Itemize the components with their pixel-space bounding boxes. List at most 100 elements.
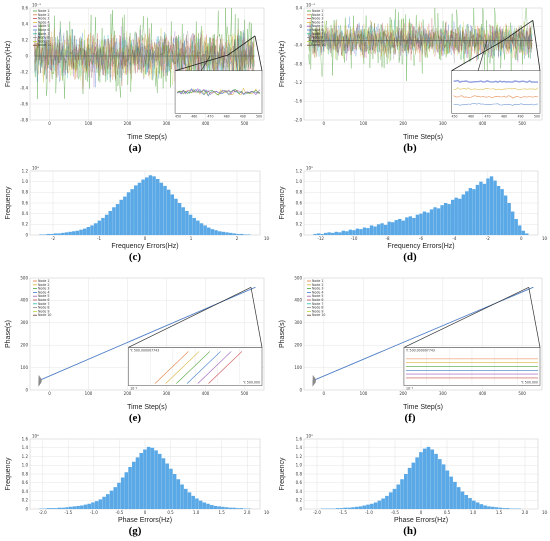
- histogram-bar: [113, 487, 118, 509]
- histogram-bar: [42, 234, 47, 235]
- legend-entry: Node 9: [312, 309, 323, 313]
- x-tick-label: 400: [202, 391, 210, 396]
- histogram-bar: [362, 227, 367, 235]
- y-tick-label: -0.4: [294, 43, 302, 48]
- inset-tick-label: 500: [534, 114, 540, 118]
- legend-entry: Node 10: [312, 313, 325, 317]
- panel-label-g: (g): [128, 525, 142, 537]
- x-scale-note: 10⁻³: [264, 236, 270, 241]
- x-tick-label: -12: [317, 236, 324, 241]
- y-tick-label: 0.4: [22, 21, 29, 26]
- x-tick-label: -8: [386, 236, 390, 241]
- histogram-bar: [369, 225, 374, 235]
- histogram-bar: [202, 502, 207, 509]
- y-tick-label: 100: [20, 365, 28, 370]
- histogram-bar: [341, 230, 345, 235]
- y-tick-label: -0.8: [20, 117, 28, 122]
- x-tick-label: 0: [420, 510, 423, 515]
- histogram-bar: [157, 453, 162, 509]
- histogram-bar: [430, 449, 435, 509]
- histogram-bar: [401, 220, 405, 235]
- histogram-bar: [123, 196, 127, 235]
- x-tick-label: -4: [452, 236, 456, 241]
- chart-f: 0 100 200 300 400 500 0 100 200 300 400 500 Time Ste…: [276, 272, 548, 412]
- histogram-bar: [426, 446, 431, 509]
- legend-entry: Node 4: [38, 20, 49, 24]
- zoom-guide: [477, 40, 488, 71]
- x-axis-title: Time Step(s): [127, 404, 167, 411]
- histogram-bar: [352, 230, 356, 235]
- histogram-bar: [64, 232, 69, 235]
- y-tick-label: 0: [299, 232, 302, 237]
- y-tick-label: 0.2: [22, 498, 29, 503]
- legend-entry: Node 8: [312, 36, 323, 40]
- histogram-bar: [507, 203, 511, 235]
- histogram-bar: [373, 226, 377, 235]
- zoom-guide: [174, 54, 229, 72]
- histogram-bar: [436, 208, 441, 235]
- y-scale-note: 10⁻³: [32, 3, 41, 8]
- legend-entry: Node 5: [312, 294, 323, 298]
- x-tick-label: -2.0: [39, 510, 47, 515]
- y-tick-label: 0: [25, 506, 28, 511]
- histogram-bar: [86, 227, 91, 235]
- y-tick-label: 0.8: [296, 471, 303, 476]
- inset-series-line: [453, 95, 539, 99]
- y-tick-label: 1.2: [296, 168, 303, 173]
- histogram-bar: [161, 458, 166, 509]
- histogram-bar: [117, 482, 121, 509]
- inset-tick-label: 470: [207, 114, 213, 118]
- legend-entry: Node 8: [38, 306, 49, 310]
- histogram-bar: [464, 495, 469, 509]
- histogram-bar: [235, 508, 240, 509]
- x-tick-label: 200: [399, 391, 407, 396]
- x-axis-title: Phase Errors(Hz): [118, 517, 172, 524]
- y-tick-label: 0.8: [22, 471, 29, 476]
- x-tick-label: 0: [144, 510, 147, 515]
- histogram-bar: [115, 204, 120, 235]
- inset-series-line: [453, 79, 539, 83]
- y-scale-note: 10⁴: [32, 434, 39, 439]
- chart-e: 0 100 200 300 400 500 0 100 200 300 400 500 Time Ste…: [2, 272, 270, 412]
- histogram-bar: [475, 184, 480, 235]
- histogram-bar: [87, 503, 92, 509]
- y-scale-note: 10³: [306, 166, 313, 171]
- inset-label-top: Y: 500.000007743: [130, 348, 159, 352]
- legend-entry: Node 2: [38, 13, 49, 17]
- y-axis-title: Frequency(Hz): [279, 41, 286, 87]
- histogram-bar: [104, 214, 109, 235]
- y-tick-label: 400: [294, 298, 302, 303]
- inset-tick-label: 450: [175, 114, 181, 118]
- histogram-bar: [493, 180, 497, 235]
- panel-label-e: (e): [128, 412, 142, 424]
- histogram-bar: [172, 474, 177, 509]
- y-tick-label: 0: [25, 232, 28, 237]
- histogram-bar: [483, 505, 487, 509]
- histogram-bar: [61, 232, 65, 235]
- legend-entry: Node 3: [312, 287, 323, 291]
- inset-series-line: [176, 351, 211, 384]
- legend-entry: Node 10: [312, 43, 325, 47]
- histogram-bar: [61, 507, 66, 509]
- y-tick-label: 0.6: [22, 5, 29, 10]
- histogram-bar: [68, 506, 73, 509]
- histogram-bar: [166, 189, 171, 235]
- zoom-guide: [227, 35, 256, 56]
- y-tick-label: 1.2: [22, 168, 29, 173]
- histogram-bar: [479, 504, 484, 509]
- x-tick-label: 300: [439, 391, 447, 396]
- legend-entry: Node 1: [312, 279, 323, 283]
- histogram-bar: [465, 191, 469, 235]
- y-tick-label: 0.8: [22, 190, 29, 195]
- legend-entry: Node 1: [38, 9, 49, 13]
- histogram-bar: [79, 229, 83, 235]
- histogram-bar: [199, 223, 204, 235]
- inset-tick-label: 480: [224, 114, 230, 118]
- x-axis-title: Time Step(s): [403, 404, 443, 411]
- histogram-bar: [419, 452, 423, 509]
- y-tick-label: 1.0: [22, 463, 29, 468]
- inset-tick-label: 470: [484, 114, 490, 118]
- legend-entry: Node 5: [312, 24, 323, 28]
